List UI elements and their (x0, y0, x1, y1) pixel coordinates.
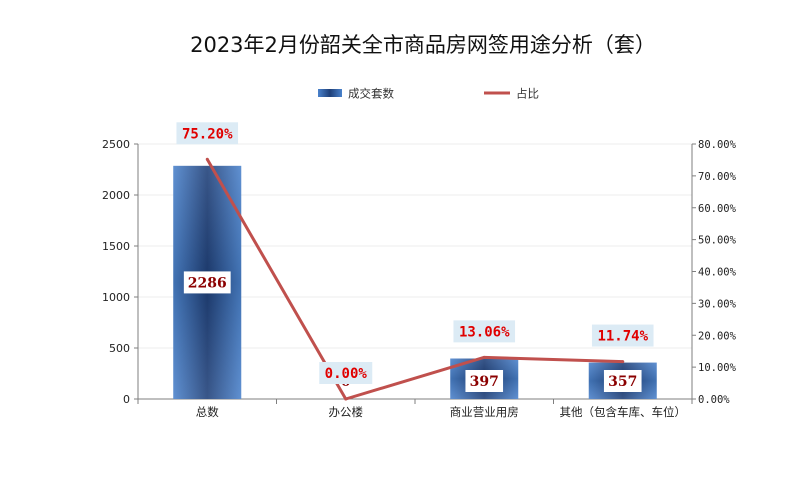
bars (173, 165, 657, 399)
bar-value-label: 397 (470, 374, 499, 390)
y-left-tick-label: 0 (123, 393, 130, 406)
y-left-tick-label: 2000 (102, 189, 130, 202)
y-right-tick-label: 50.00% (698, 235, 737, 247)
line-series (205, 157, 625, 401)
bar-value-label-box (603, 370, 642, 392)
y-right-tick-label: 40.00% (698, 267, 737, 279)
x-category-label: 总数 (196, 405, 219, 419)
line-value-label: 11.74% (597, 329, 648, 345)
x-category-label: 办公楼 (329, 405, 364, 419)
line-value-label-box (591, 324, 654, 347)
y-right-tick-label: 60.00% (698, 203, 737, 215)
bar-value-label-box (465, 370, 504, 392)
line-value-label-box (319, 362, 373, 384)
bar-value-label-box (183, 271, 231, 294)
line-value-label-box (176, 122, 239, 145)
y-right-tick-label: 10.00% (698, 362, 737, 374)
legend-label-line: 占比 (516, 87, 539, 101)
line-value-label: 75.20% (182, 126, 233, 142)
bar-value-label: 2286 (188, 275, 227, 291)
line-value-label-box (453, 320, 516, 343)
y-left-tick-label: 1500 (102, 240, 130, 253)
legend: 成交套数 占比 (318, 87, 539, 101)
bar-value-label-group: 2286 (183, 271, 231, 294)
bar-value-label-group: 357 (603, 370, 642, 392)
y-left-tick-label: 500 (109, 342, 130, 355)
y-right-tick-label: 70.00% (698, 171, 737, 183)
bar-value-label-group: 397 (465, 370, 504, 392)
line-point (621, 360, 625, 364)
y-right-tick-label: 0.00% (698, 394, 730, 406)
line-point (205, 157, 209, 161)
chart-title: 2023年2月份韶关全市商品房网签用途分析（套） (190, 33, 656, 57)
y-right-tick-label: 30.00% (698, 298, 737, 310)
line-value-label-group: 13.06% (453, 320, 516, 343)
legend-swatch-bar (318, 89, 342, 97)
y-left-tick-label: 2500 (102, 138, 130, 151)
legend-label-bar: 成交套数 (348, 87, 394, 101)
line-value-label-group: 0.00% (319, 362, 373, 384)
x-category-label: 其他（包含车库、车位） (560, 405, 687, 419)
bar-value-label: 357 (608, 374, 637, 390)
x-category-label: 商业营业用房 (450, 405, 519, 419)
line-path (205, 158, 623, 401)
axes: 0 500 1000 1500 2000 2500 0.00% 10.00% 20.00% 30.… (102, 138, 737, 419)
line-value-label-group: 11.74% (591, 324, 654, 347)
line-value-label: 0.00% (325, 366, 368, 382)
y-left-tick-label: 1000 (102, 291, 130, 304)
line-value-label-group: 75.20% (176, 122, 239, 145)
line-value-label: 13.06% (459, 324, 510, 340)
line-point (482, 355, 486, 359)
line-point (344, 397, 348, 401)
data-labels: 2286039735775.20%0.00%13.06%11.74% (176, 122, 654, 392)
y-right-tick-label: 20.00% (698, 330, 737, 342)
y-right-tick-label: 80.00% (698, 139, 737, 151)
